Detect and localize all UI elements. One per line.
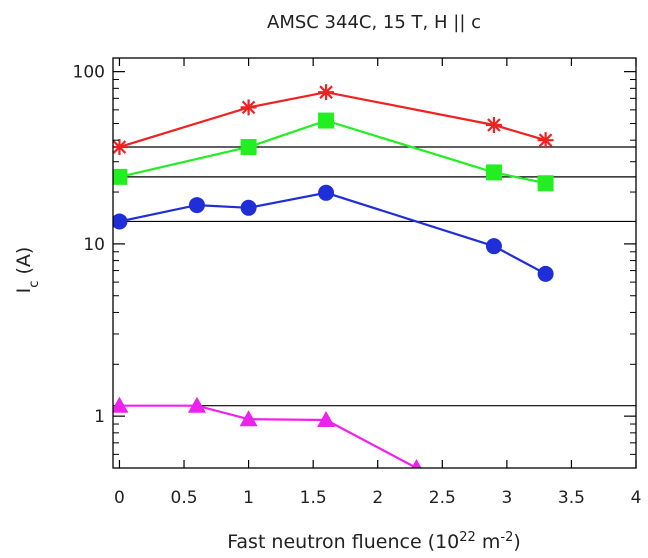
x-axis-title-close: ): [513, 531, 520, 553]
series-2-point-4: [485, 164, 502, 181]
y-tick-label: 10: [83, 235, 105, 255]
x-tick-label: 1: [243, 488, 254, 508]
chart-title: AMSC 344C, 15 T, H || c: [267, 12, 481, 33]
x-tick-label: 1.5: [300, 488, 327, 508]
x-tick-label: 3.5: [558, 488, 585, 508]
x-tick-label: 2: [372, 488, 383, 508]
series-3-point-4: [318, 184, 335, 201]
series-3-point-5: [485, 238, 502, 255]
series-4-point-4: [317, 410, 336, 427]
series-4-point-1: [113, 396, 129, 413]
series-2-point-3: [318, 112, 335, 129]
series-1-point-5: [537, 132, 554, 149]
series-1-point-2: [240, 99, 257, 116]
x-tick-label: 0: [114, 488, 125, 508]
series-1-point-1: [113, 139, 128, 156]
series-3-point-1: [113, 213, 128, 230]
series-4: [113, 396, 422, 468]
series-2-point-1: [113, 168, 128, 185]
x-tick-label: 0.5: [171, 488, 198, 508]
series-4-point-5: [411, 459, 422, 468]
series-3-point-6: [537, 265, 554, 282]
x-axis-title-unit-exponent: -2: [500, 530, 513, 545]
plot-frame: [112, 57, 637, 469]
series-1-point-3: [318, 84, 335, 101]
series-2-line: [119, 119, 546, 185]
x-axis-title-unit: m: [476, 531, 501, 553]
y-axis-title-unit: (A): [13, 247, 35, 281]
x-axis-title: Fast neutron fluence (1022 m-2): [227, 530, 521, 554]
x-axis-title-main: Fast neutron fluence (10: [227, 531, 459, 553]
series-1-point-4: [485, 117, 502, 134]
y-axis-title-subscript: c: [27, 281, 42, 288]
x-tick-label: 2.5: [429, 488, 456, 508]
y-tick-label: 100: [73, 63, 105, 83]
series-3-point-2: [188, 197, 205, 214]
x-axis-title-exponent: 22: [459, 530, 476, 545]
plot-area: 0 0.5 1 1.5 2 2.5 3 3.5 4 1 10 100: [73, 57, 642, 508]
series-3-point-3: [240, 199, 257, 216]
y-axis-title-main: I: [13, 288, 35, 294]
series-3: [113, 184, 554, 282]
series-4-line: [119, 404, 418, 468]
series-2-point-2: [240, 139, 257, 156]
series-2: [113, 112, 554, 192]
x-tick-label: 4: [631, 488, 642, 508]
y-tick-label: 1: [94, 407, 105, 427]
series-4-point-2: [187, 396, 206, 413]
series-4-point-3: [239, 410, 258, 427]
x-tick-label: 3: [501, 488, 512, 508]
series-1: [113, 84, 554, 156]
y-axis-title: Ic (A): [13, 247, 42, 294]
series-2-point-5: [537, 175, 554, 192]
series-3-line: [119, 191, 547, 275]
